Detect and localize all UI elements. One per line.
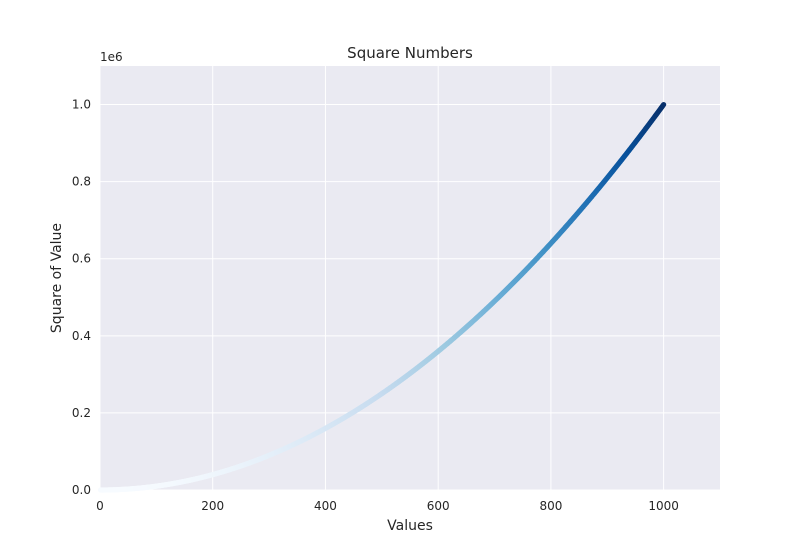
x-tick-label: 200 xyxy=(201,499,224,513)
x-tick-labels: 0 200 400 600 800 1000 xyxy=(96,499,679,513)
data-points xyxy=(97,101,667,493)
y-axis-label: Square of Value xyxy=(49,223,65,333)
y-tick-label: 1.0 xyxy=(72,98,91,112)
chart-title: Square Numbers xyxy=(347,44,473,62)
x-tick-label: 800 xyxy=(539,499,562,513)
y-offset-label: 1e6 xyxy=(100,50,123,64)
x-tick-label: 600 xyxy=(427,499,450,513)
x-axis-label: Values xyxy=(387,518,433,534)
x-tick-label: 1000 xyxy=(648,499,679,513)
y-tick-label: 0.8 xyxy=(72,175,91,189)
x-tick-label: 400 xyxy=(314,499,337,513)
grid xyxy=(99,66,720,491)
y-tick-label: 0.4 xyxy=(72,329,91,343)
data-point xyxy=(661,101,667,108)
y-tick-label: 0.0 xyxy=(72,483,91,497)
plot-area xyxy=(100,66,720,490)
x-tick-label: 0 xyxy=(96,499,104,513)
y-tick-label: 0.2 xyxy=(72,406,91,420)
y-tick-label: 0.6 xyxy=(72,252,91,266)
y-tick-labels: 0.0 0.2 0.4 0.6 0.8 1.0 xyxy=(72,98,91,497)
